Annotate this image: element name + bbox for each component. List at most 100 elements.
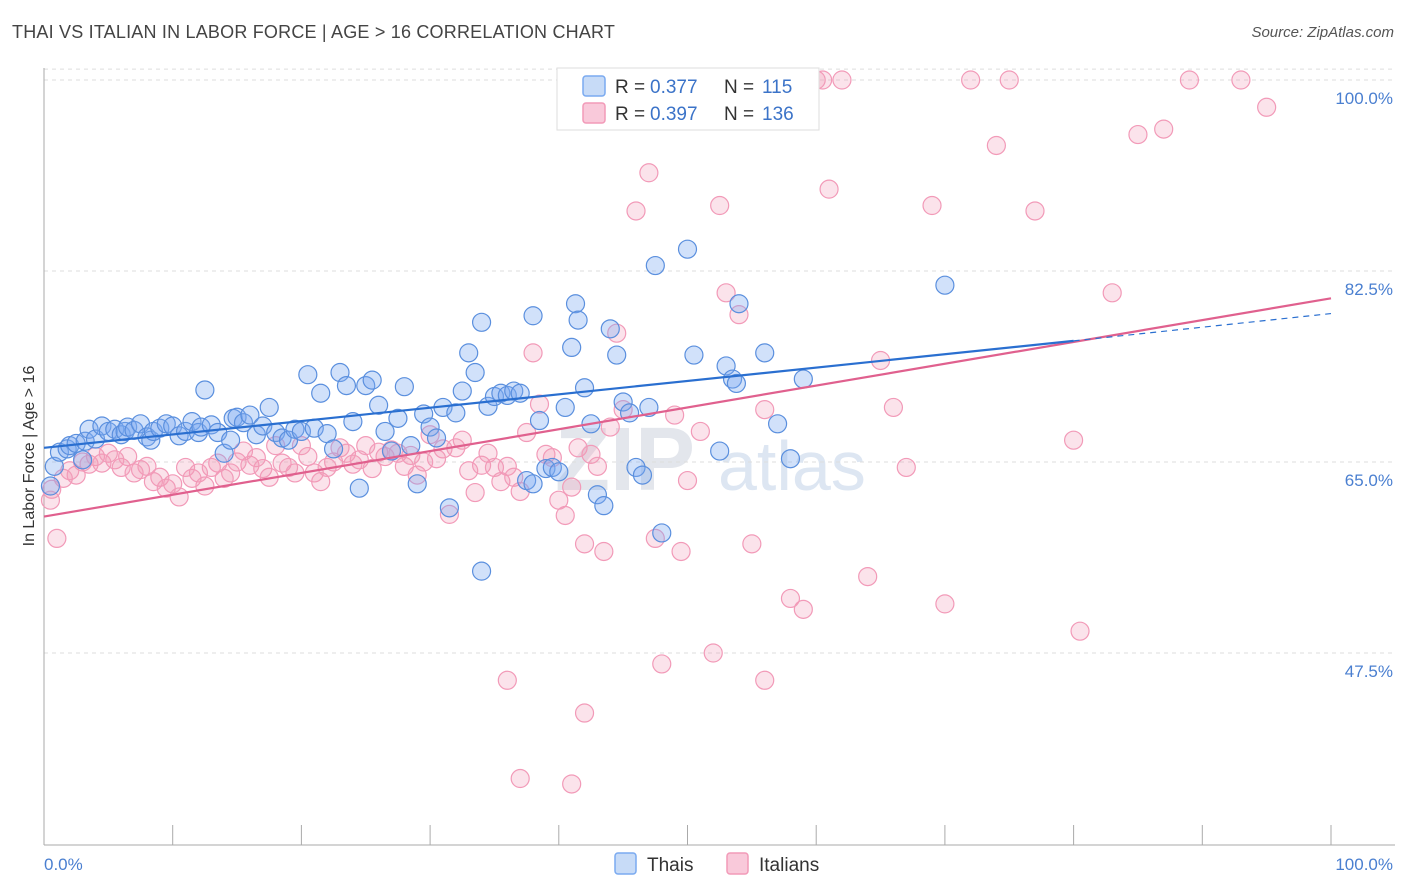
italians-point <box>858 566 878 587</box>
legend-thais-r-label: R = <box>615 77 645 98</box>
y-axis-label: In Labor Force | Age > 16 <box>21 366 38 547</box>
italians-point <box>587 456 608 476</box>
italians-point <box>118 446 138 467</box>
italians-point <box>594 541 614 562</box>
italians-point <box>497 456 517 476</box>
italians-point <box>961 70 981 90</box>
thais-point <box>626 457 646 478</box>
thais-point <box>562 337 582 357</box>
thais-point <box>311 383 331 403</box>
italians-point <box>742 534 762 554</box>
italians-point <box>1257 97 1277 117</box>
bottom-legend-thais-swatch <box>614 852 637 875</box>
italians-point <box>562 774 582 794</box>
bottom-legend-thais: Thais <box>647 855 693 876</box>
bottom-legend: Thais Italians <box>614 852 819 876</box>
italians-point <box>555 505 575 526</box>
legend-thais-n-label: N = <box>724 77 754 98</box>
thais-point <box>323 439 344 459</box>
thais-point <box>452 381 472 401</box>
italians-point <box>523 343 543 363</box>
thais-point <box>755 343 775 363</box>
trend-lines <box>43 297 1332 518</box>
x-tick-max: 100.0% <box>1335 855 1393 874</box>
thais-point <box>362 370 382 390</box>
thais-point <box>607 345 627 365</box>
legend-thais-swatch <box>582 75 606 97</box>
italians-point <box>195 476 215 496</box>
thais-point <box>401 436 421 456</box>
y-axis-tick-labels: 100.0% 82.5% 65.0% 47.5% <box>1335 89 1393 681</box>
bottom-legend-italians-swatch <box>726 852 749 875</box>
thais-point <box>780 449 801 469</box>
thais-point <box>446 403 466 423</box>
y-tick-label: 65.0% <box>1345 471 1393 490</box>
italians-point <box>883 397 904 418</box>
italians-point <box>1179 70 1200 90</box>
italians-point <box>793 599 813 619</box>
italians-trend-line <box>43 297 1332 518</box>
thais-point <box>568 310 588 330</box>
italians-point <box>922 195 942 216</box>
thais-point <box>73 450 93 470</box>
thais-point <box>710 441 730 461</box>
x-axis-ticks <box>43 825 1332 845</box>
italians-point <box>574 534 595 554</box>
thais-point <box>935 275 955 295</box>
thais-point <box>565 294 586 314</box>
thais-point <box>471 312 492 332</box>
italians-point <box>574 703 595 723</box>
thais-point <box>420 417 440 437</box>
x-tick-min: 0.0% <box>44 855 83 874</box>
thais-point <box>677 239 698 259</box>
thais-point <box>639 397 659 418</box>
italians-point <box>1063 430 1084 450</box>
italians-point <box>439 504 460 524</box>
italians-point <box>362 458 382 479</box>
legend-italians-n-value: 136 <box>762 104 794 125</box>
italians-point <box>639 163 659 183</box>
axes <box>43 68 1395 846</box>
legend-box: R = 0.377 N = 115 R = 0.397 N = 136 <box>556 67 820 131</box>
thais-trend-line-extension <box>1073 312 1332 342</box>
italians-point <box>832 70 852 90</box>
italians-point <box>510 768 530 789</box>
thais-point <box>613 392 633 412</box>
italians-point <box>581 444 601 464</box>
legend-italians-r-value: 0.397 <box>650 104 698 125</box>
thais-point <box>407 474 427 494</box>
italians-point <box>1154 119 1174 139</box>
italians-point <box>221 463 241 483</box>
italians-point <box>478 443 498 463</box>
watermark-atlas: atlas <box>718 427 866 505</box>
thais-point <box>793 369 813 389</box>
thais-point <box>336 376 357 396</box>
thais-point <box>652 523 672 543</box>
thais-point <box>195 380 215 400</box>
italians-point <box>755 400 775 420</box>
thais-point <box>587 485 608 505</box>
thais-point <box>767 414 788 434</box>
italians-point <box>1025 201 1045 221</box>
legend-thais-n-value: 115 <box>762 77 792 98</box>
italians-point <box>626 201 646 221</box>
italians-point <box>819 179 839 199</box>
italians-point <box>755 670 775 690</box>
thais-point <box>369 395 389 415</box>
italians-point <box>1128 124 1148 145</box>
italians-point <box>935 594 955 614</box>
thais-point <box>426 428 447 448</box>
italians-point <box>986 135 1006 156</box>
thais-point <box>523 474 543 494</box>
thais-point <box>349 478 369 498</box>
thais-point <box>381 441 402 461</box>
italians-point <box>600 417 620 437</box>
italians-point <box>690 421 710 442</box>
italians-point <box>710 195 730 216</box>
italians-point <box>780 588 801 609</box>
italians-point <box>1070 621 1090 641</box>
thais-point <box>600 319 620 339</box>
bottom-legend-italians: Italians <box>759 855 819 876</box>
legend-thais-r-value: 0.377 <box>650 77 698 98</box>
thais-point <box>729 294 749 314</box>
